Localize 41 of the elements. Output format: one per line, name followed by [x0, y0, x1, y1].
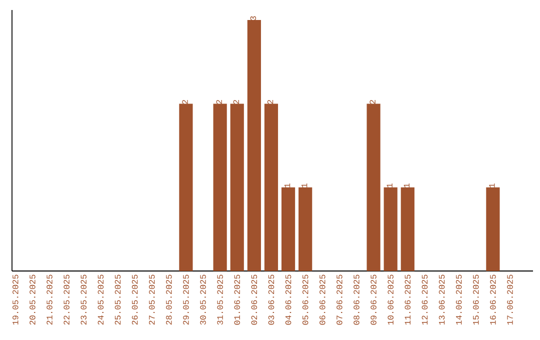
data-label: 1	[386, 183, 392, 188]
data-label: 1	[489, 183, 495, 188]
x-tick-label: 23.05.2025	[80, 274, 87, 325]
x-tick-label: 03.06.2025	[268, 274, 274, 325]
x-tick-label: 01.06.2025	[234, 274, 240, 325]
x-tick-label: 25.05.2025	[114, 274, 121, 325]
x-tick-label: 08.06.2025	[354, 274, 360, 325]
x-tick-label: 28.05.2025	[166, 274, 172, 325]
x-tick-label: 22.05.2025	[64, 274, 70, 325]
data-label: 2	[233, 100, 239, 104]
x-tick-label: 11.06.2025	[404, 274, 411, 325]
data-label: 1	[302, 183, 308, 188]
x-tick-label: 14.06.2025	[456, 274, 462, 325]
x-tick-label: 27.05.2025	[148, 274, 155, 325]
data-label: 1	[284, 183, 290, 188]
x-tick-label: 20.05.2025	[30, 274, 36, 325]
x-tick-label: 04.06.2025	[285, 274, 292, 325]
x-tick-label: 21.05.2025	[46, 274, 52, 325]
x-tick-label: 12.06.2025	[422, 274, 428, 325]
x-tick-label: 26.05.2025	[132, 274, 138, 325]
x-tick-label: 07.06.2025	[336, 274, 342, 325]
data-label: 1	[404, 183, 410, 188]
x-tick-label: 30.05.2025	[200, 274, 206, 325]
data-label: 2	[182, 100, 188, 104]
data-label: 3	[250, 16, 256, 20]
x-tick-label: 29.05.2025	[183, 274, 189, 325]
x-tick-label: 15.06.2025	[472, 274, 479, 325]
x-tick-label: 06.06.2025	[320, 274, 326, 325]
x-tick-label: 02.06.2025	[251, 274, 258, 325]
x-tick-label: 09.06.2025	[370, 274, 376, 325]
x-tick-label: 31.05.2025	[217, 274, 223, 325]
x-tick-label: 17.06.2025	[507, 274, 513, 325]
data-label: 2	[370, 100, 376, 104]
x-tick-label: 16.06.2025	[490, 274, 496, 325]
x-tick-label: 19.05.2025	[12, 274, 18, 325]
data-label: 2	[216, 100, 222, 104]
x-tick-label: 13.06.2025	[438, 274, 445, 325]
x-tick-label: 10.06.2025	[388, 274, 394, 325]
data-label: 2	[267, 100, 274, 104]
x-tick-label: 05.06.2025	[302, 274, 308, 325]
x-tick-label: 24.05.2025	[98, 274, 104, 325]
